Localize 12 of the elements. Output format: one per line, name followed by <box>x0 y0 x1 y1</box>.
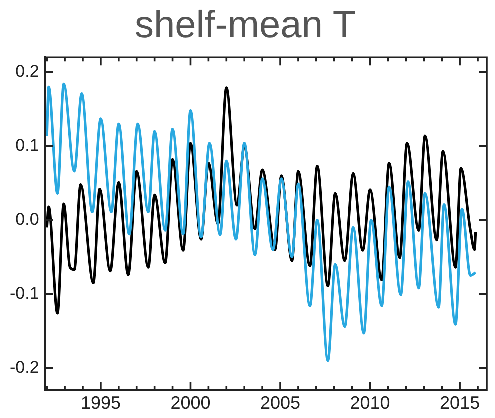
x-tick-label: 2005 <box>260 393 301 414</box>
y-tick-label: 0.1 <box>16 136 40 156</box>
x-tick-label: 2000 <box>170 393 211 414</box>
chart-title: shelf-mean T <box>134 4 356 46</box>
x-tick-label: 2015 <box>440 393 480 414</box>
x-tick-label: 1995 <box>80 393 121 414</box>
y-tick-label: 0.2 <box>16 62 40 82</box>
y-tick-label: 0.0 <box>16 210 40 229</box>
y-tick-label: -0.1 <box>10 284 40 303</box>
x-tick-label: 2010 <box>350 393 390 414</box>
y-tick-label: -0.2 <box>10 358 40 377</box>
line-series <box>46 82 478 362</box>
